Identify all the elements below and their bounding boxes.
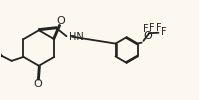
- Text: HN: HN: [69, 32, 84, 42]
- Text: F: F: [149, 23, 154, 33]
- Text: O: O: [33, 79, 42, 89]
- Text: F: F: [156, 23, 162, 33]
- Text: F: F: [143, 24, 149, 34]
- Text: O: O: [57, 16, 65, 26]
- Text: F: F: [161, 27, 167, 37]
- Text: O: O: [144, 31, 152, 41]
